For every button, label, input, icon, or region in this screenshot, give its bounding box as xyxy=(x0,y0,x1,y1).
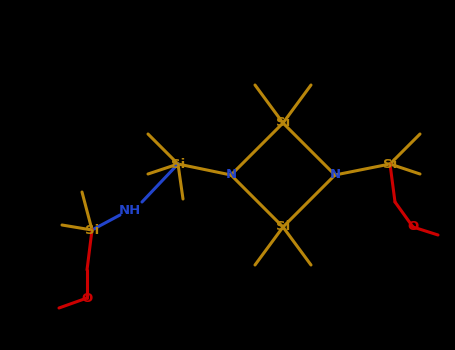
Text: Si: Si xyxy=(171,158,185,170)
Text: O: O xyxy=(407,220,419,233)
Text: Si: Si xyxy=(383,158,397,170)
Text: Si: Si xyxy=(85,224,99,237)
Text: NH: NH xyxy=(119,203,141,217)
Text: Si: Si xyxy=(276,117,290,130)
Text: O: O xyxy=(81,292,93,304)
Text: Si: Si xyxy=(276,220,290,233)
Text: N: N xyxy=(225,168,237,182)
Text: N: N xyxy=(329,168,340,182)
